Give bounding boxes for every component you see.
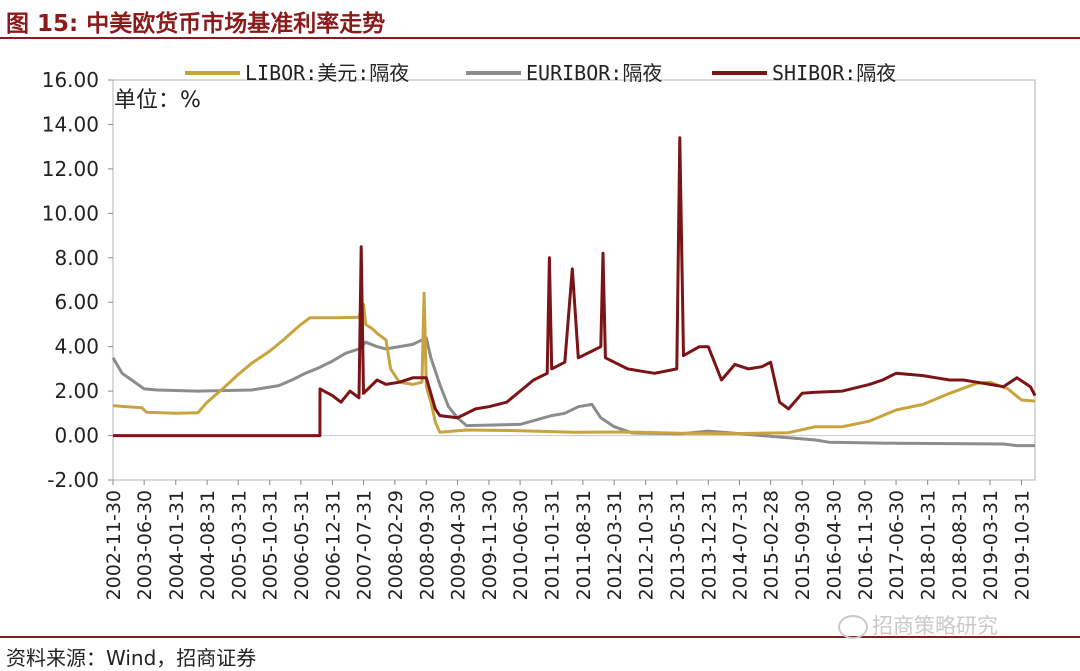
y-tick-label: -2.00 — [47, 468, 99, 492]
x-tick-label: 2017-06-30 — [886, 490, 908, 600]
x-tick-label: 2012-10-31 — [636, 490, 658, 600]
x-tick-label: 2008-09-30 — [416, 490, 438, 600]
wechat-icon — [838, 615, 868, 639]
watermark-text: 招商策略研究 — [872, 614, 998, 638]
x-tick-label: 2009-11-30 — [479, 490, 501, 600]
x-tick-label: 2018-01-31 — [918, 490, 940, 600]
x-tick-label: 2005-10-31 — [260, 490, 282, 600]
x-tick-label: 2002-11-30 — [103, 490, 125, 600]
x-tick-label: 2004-01-31 — [166, 490, 188, 600]
x-tick-label: 2009-04-30 — [447, 490, 469, 600]
x-tick-label: 2019-10-31 — [1011, 490, 1033, 600]
series-line-shibor — [113, 136, 1037, 438]
x-tick-label: 2003-06-30 — [134, 490, 156, 600]
y-tick-label: 16.00 — [42, 68, 99, 92]
x-tick-label: 2019-03-31 — [980, 490, 1002, 600]
series-line-libor — [112, 291, 1036, 436]
watermark: 招商策略研究 — [838, 610, 998, 640]
rate-chart: 16.00 14.00 12.00 10.00 8.00 6.00 4.00 2.00 0.00… — [42, 61, 1037, 600]
y-tick-label: 10.00 — [42, 201, 99, 225]
x-tick-label: 2014-07-31 — [729, 490, 751, 600]
x-tick-label: 2011-01-31 — [542, 490, 564, 600]
y-tick-label: 0.00 — [54, 424, 99, 448]
legend-label: LIBOR:美元:隔夜 — [245, 61, 409, 85]
source-rule — [0, 636, 1080, 638]
figure-header: 图 15: 中美欧货币市场基准利率走势 — [0, 0, 1080, 40]
y-tick-label: 14.00 — [42, 112, 99, 136]
figure-source: 资料来源：Wind，招商证券 — [6, 646, 257, 670]
y-tick-label: 2.00 — [54, 379, 99, 403]
x-tick-label: 2011-08-31 — [573, 490, 595, 600]
x-tick-label: 2018-08-31 — [949, 490, 971, 600]
x-tick-label: 2013-12-31 — [698, 490, 720, 600]
y-tick-label: 8.00 — [54, 246, 99, 270]
title-rule — [0, 37, 1080, 39]
x-tick-label: 2005-03-31 — [228, 490, 250, 600]
x-tick-label: 2015-02-28 — [761, 490, 783, 600]
legend-label: SHIBOR:隔夜 — [772, 61, 896, 85]
x-tick-label: 2013-05-31 — [667, 490, 689, 600]
x-tick-label: 2016-04-30 — [823, 490, 845, 600]
x-tick-label: 2010-06-30 — [510, 490, 532, 600]
figure-title: 图 15: 中美欧货币市场基准利率走势 — [6, 11, 386, 37]
unit-label: 单位：% — [114, 88, 201, 113]
y-tick-label: 4.00 — [54, 335, 99, 359]
series-line-euribor — [111, 336, 1035, 448]
plot-area — [112, 79, 1036, 481]
x-tick-label: 2012-03-31 — [604, 490, 626, 600]
x-tick-label: 2006-05-31 — [291, 490, 313, 600]
y-tick-label: 6.00 — [54, 290, 99, 314]
x-tick-label: 2015-09-30 — [792, 490, 814, 600]
y-tick-label: 12.00 — [42, 157, 99, 181]
x-tick-label: 2006-12-31 — [322, 490, 344, 600]
x-tick-label: 2016-11-30 — [855, 490, 877, 600]
x-tick-label: 2004-08-31 — [197, 490, 219, 600]
x-tick-label: 2008-02-29 — [385, 490, 407, 600]
x-tick-label: 2007-07-31 — [354, 490, 376, 600]
legend-label: EURIBOR:隔夜 — [526, 61, 662, 85]
